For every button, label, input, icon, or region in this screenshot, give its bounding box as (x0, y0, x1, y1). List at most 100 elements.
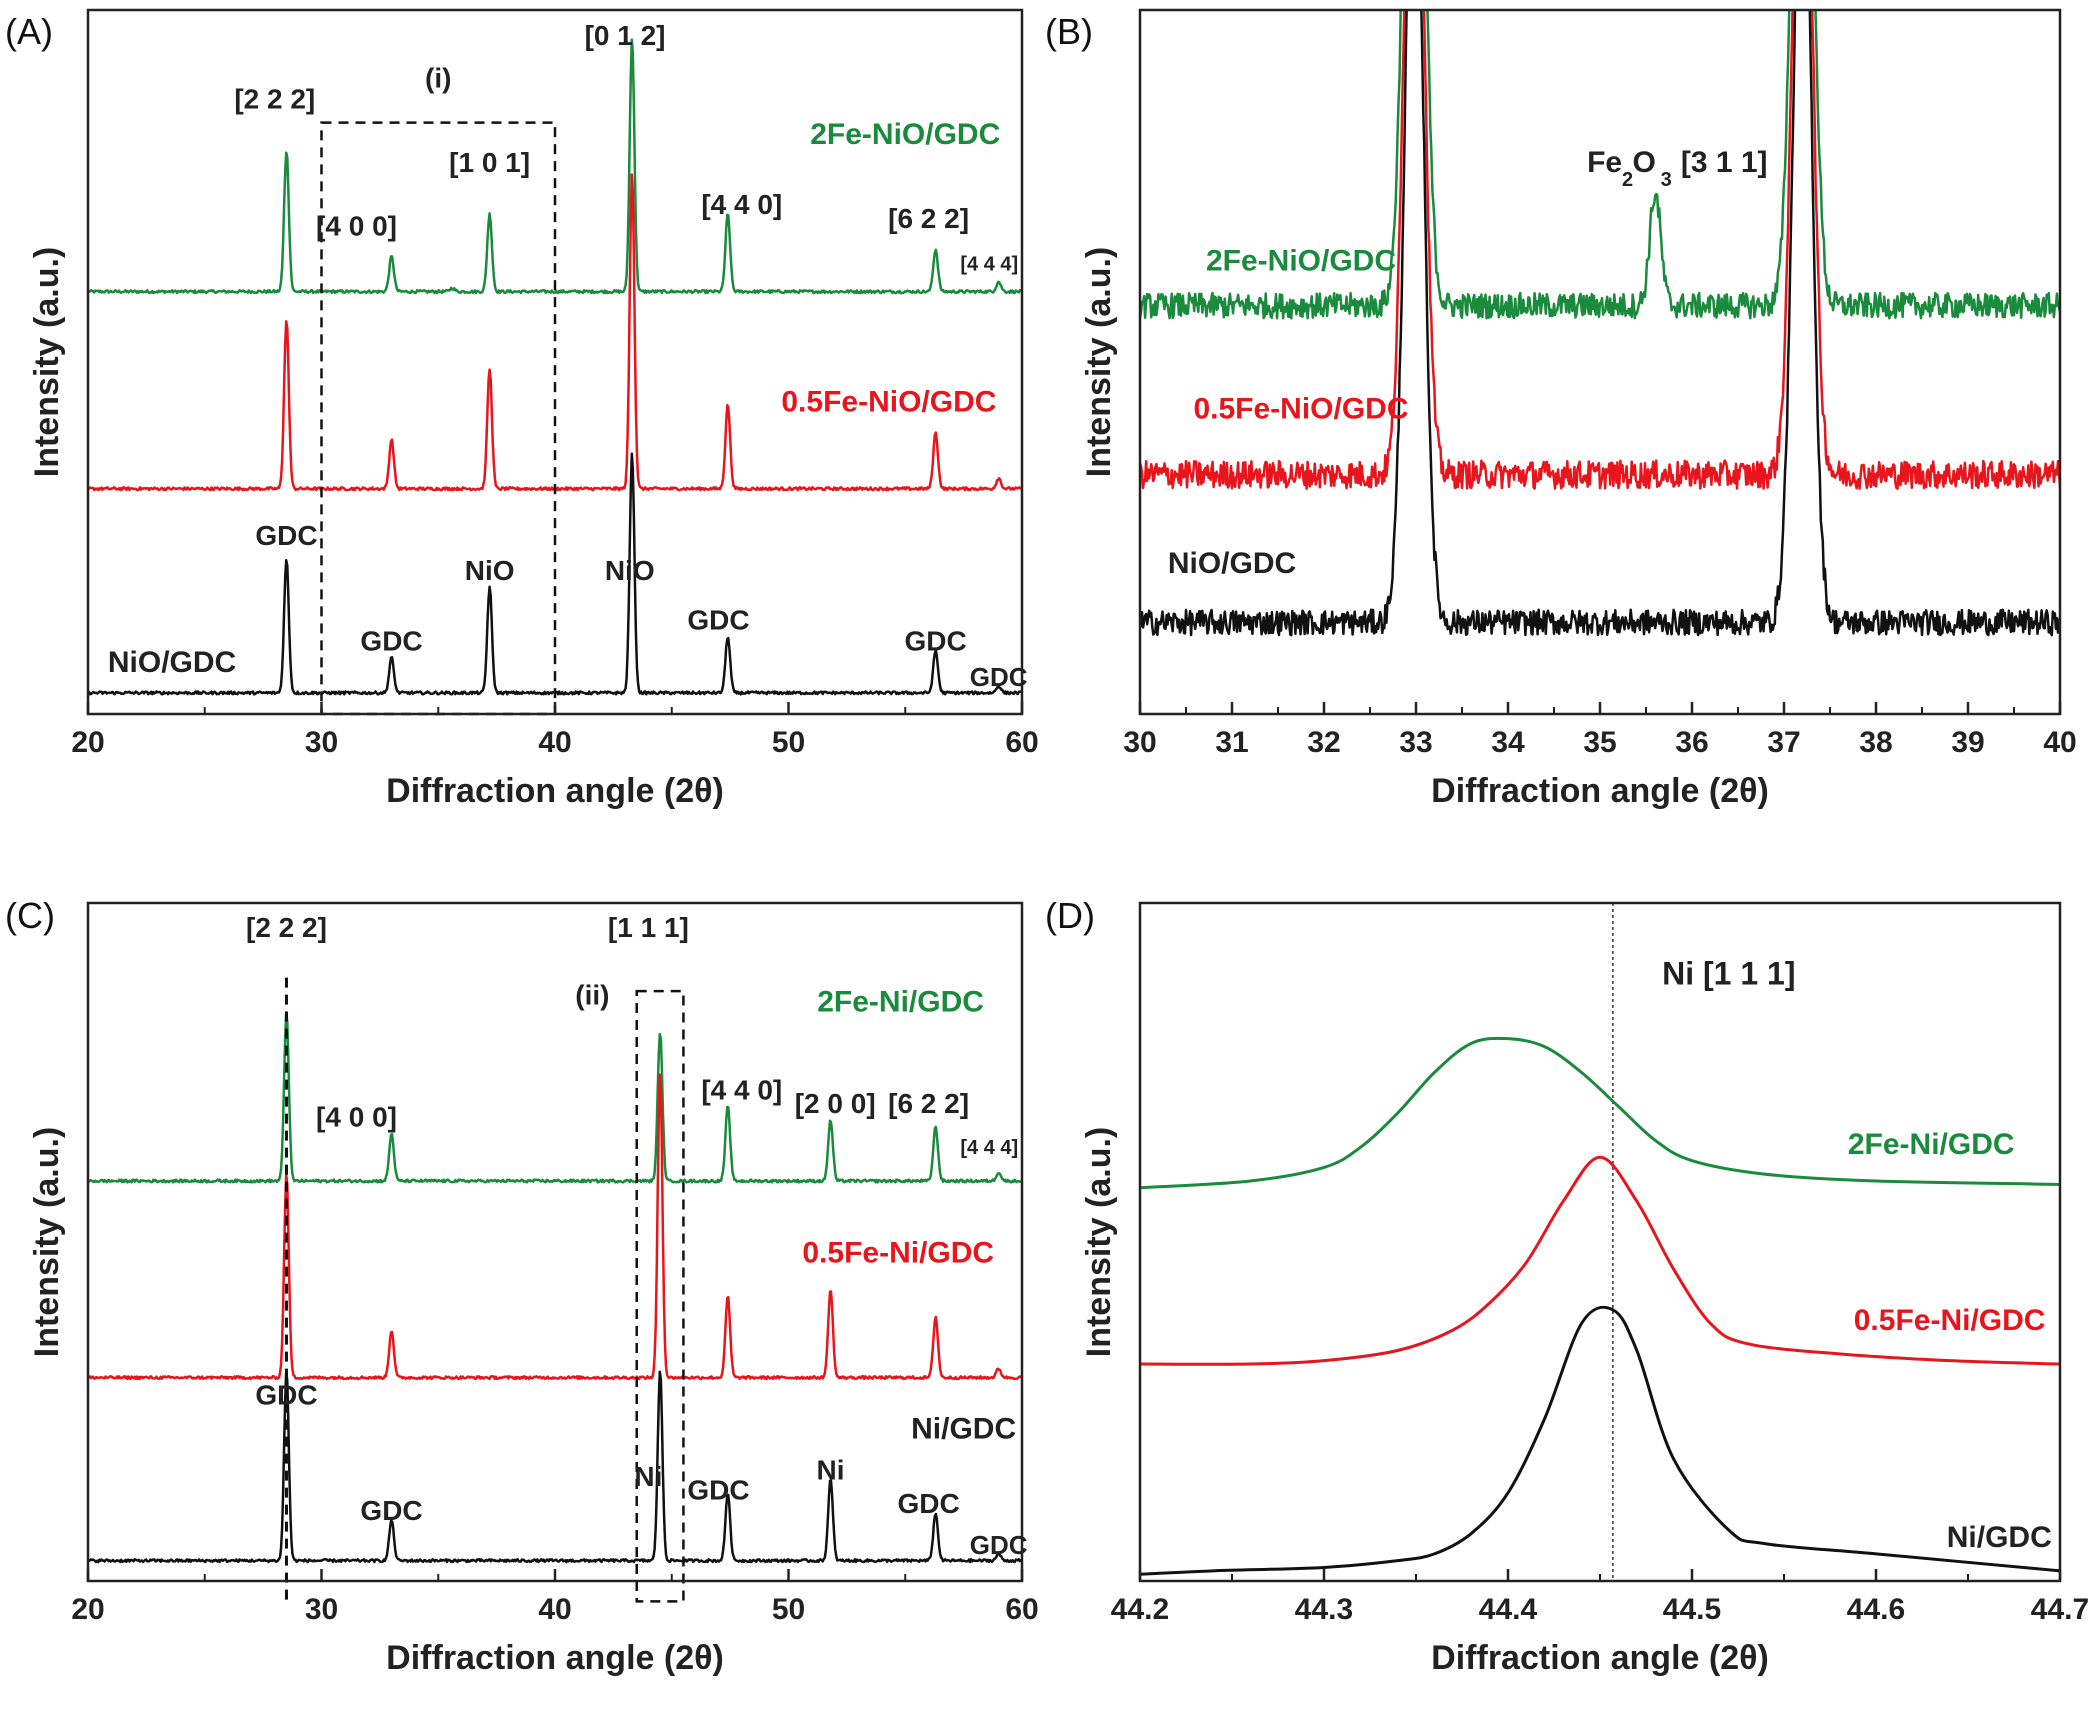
series-ni-gdc (88, 1369, 1022, 1564)
plot-frame (1138, 8, 2062, 716)
annotation: Fe (1587, 146, 1622, 179)
series-group (1140, 10, 2060, 637)
annotation: [3 1 1] (1681, 146, 1768, 179)
series-ni-gdc (1140, 1305, 2060, 1576)
annotation: [6 2 2] (888, 1088, 969, 1119)
annotation: 2Fe-NiO/GDC (1206, 244, 1396, 277)
annotation: [1 0 1] (449, 147, 530, 178)
annotation: 2Fe-NiO/GDC (810, 118, 1000, 151)
x-tick-label: 32 (1307, 726, 1340, 759)
annotation: [4 0 0] (316, 210, 397, 241)
y-axis-title: Intensity (a.u.) (28, 1127, 66, 1357)
annotation: Ni/GDC (911, 1413, 1016, 1446)
annotation: 0.5Fe-Ni/GDC (1854, 1304, 2046, 1337)
x-tick-label: 44.4 (1479, 1593, 1538, 1626)
annotation: 2Fe-Ni/GDC (1848, 1128, 2015, 1161)
x-tick-label: 34 (1491, 726, 1525, 759)
x-tick-label: 31 (1215, 726, 1248, 759)
panel-c: (C) 20 30 40 50 60 Diffraction angle (2θ) Inten… (5, 895, 1039, 1677)
x-axis: 20 30 40 50 60 (71, 1569, 1039, 1626)
x-axis-title: Diffraction angle (2θ) (386, 1639, 724, 1677)
annotation: NiO/GDC (108, 646, 236, 679)
series-nio-gdc (1140, 10, 2060, 637)
annotation: NiO (605, 555, 655, 586)
series-0-5fe-nio-gdc (1140, 10, 2060, 490)
annotation: GDC (360, 626, 422, 657)
series-0-5fe-ni-gdc (1140, 1155, 2060, 1366)
annotation: [4 4 4] (960, 1137, 1018, 1159)
annotation: O (1632, 146, 1655, 179)
x-tick-label: 30 (305, 726, 338, 759)
y-axis-title: Intensity (a.u.) (28, 247, 66, 477)
annotation: GDC (970, 1530, 1028, 1560)
x-tick-label: 44.2 (1111, 1593, 1169, 1626)
annotation: 0.5Fe-NiO/GDC (781, 385, 996, 418)
x-tick-label: 39 (1951, 726, 1984, 759)
annotation: (ii) (575, 980, 609, 1011)
annotation: Ni (817, 1454, 845, 1485)
x-tick-label: 44.7 (2031, 1593, 2089, 1626)
annotation: [0 1 2] (585, 20, 666, 51)
x-tick-label: 44.6 (1847, 1593, 1905, 1626)
panel-d: (D) 44.2 44.3 44.4 44.5 44.6 44.7 Diffraction a… (1045, 895, 2089, 1677)
annotation: [2 0 0] (795, 1088, 876, 1119)
annotation: GDC (255, 1380, 317, 1411)
annotation: GDC (904, 626, 966, 657)
annotation: NiO/GDC (1168, 547, 1296, 580)
x-axis: 20 30 40 50 60 (71, 702, 1039, 759)
annotation: [4 4 0] (701, 189, 782, 220)
annotation: GDC (687, 1475, 749, 1506)
series-2fe-nio-gdc (88, 38, 1022, 295)
series-2fe-nio-gdc (1140, 10, 2060, 320)
annotation: GDC (687, 605, 749, 636)
annotation: [1 1 1] (608, 912, 689, 943)
x-tick-label: 50 (772, 1593, 805, 1626)
x-tick-label: 30 (1123, 726, 1156, 759)
panel-label: (A) (5, 11, 53, 52)
series-2fe-ni-gdc (1140, 1036, 2060, 1190)
annotation: Ni [1 1 1] (1662, 955, 1795, 991)
annotation: 3 (1661, 169, 1672, 191)
annotation: [4 4 0] (701, 1075, 782, 1106)
annotation: NiO (465, 555, 515, 586)
panel-a: (A) 20 30 40 50 60 Diffraction angle (2θ) Inten… (5, 8, 1039, 810)
panel-label: (B) (1045, 11, 1093, 52)
annotation: [2 2 2] (246, 912, 327, 943)
annotation: 2Fe-Ni/GDC (817, 985, 984, 1018)
x-axis: 44.2 44.3 44.4 44.5 44.6 44.7 (1111, 1569, 2089, 1626)
x-tick-label: 44.3 (1295, 1593, 1353, 1626)
x-axis-title: Diffraction angle (2θ) (1431, 772, 1769, 810)
annotation: 0.5Fe-Ni/GDC (802, 1236, 994, 1269)
x-tick-label: 40 (538, 726, 571, 759)
x-tick-label: 40 (538, 1593, 571, 1626)
annotation: 0.5Fe-NiO/GDC (1193, 392, 1408, 425)
series-group (1140, 1036, 2060, 1576)
series-group (88, 1011, 1022, 1564)
x-axis-title: Diffraction angle (2θ) (386, 772, 724, 810)
x-tick-label: 36 (1675, 726, 1708, 759)
x-tick-label: 60 (1005, 726, 1038, 759)
annotation: GDC (360, 1495, 422, 1526)
dashed-box (635, 989, 685, 1603)
y-axis-title: Intensity (a.u.) (1080, 1127, 1118, 1357)
x-tick-label: 37 (1767, 726, 1800, 759)
x-axis: 30 31 32 33 34 35 36 37 38 39 40 (1123, 702, 2077, 759)
x-tick-label: 38 (1859, 726, 1892, 759)
annotation: [4 0 0] (316, 1102, 397, 1133)
x-tick-label: 20 (71, 1593, 104, 1626)
x-tick-label: 40 (2043, 726, 2076, 759)
annotation: GDC (255, 520, 317, 551)
x-tick-label: 44.5 (1663, 1593, 1721, 1626)
y-axis-title: Intensity (a.u.) (1080, 247, 1118, 477)
annotation: Ni/GDC (1947, 1521, 2052, 1554)
annotation: [2 2 2] (234, 84, 315, 115)
panel-label: (D) (1045, 895, 1095, 936)
x-tick-label: 33 (1399, 726, 1432, 759)
annotation: (i) (425, 62, 451, 93)
x-axis-title: Diffraction angle (2θ) (1431, 1639, 1769, 1677)
plot-frame (1138, 901, 2062, 1583)
annotation: GDC (897, 1488, 959, 1519)
annotation: [4 4 4] (960, 253, 1018, 275)
